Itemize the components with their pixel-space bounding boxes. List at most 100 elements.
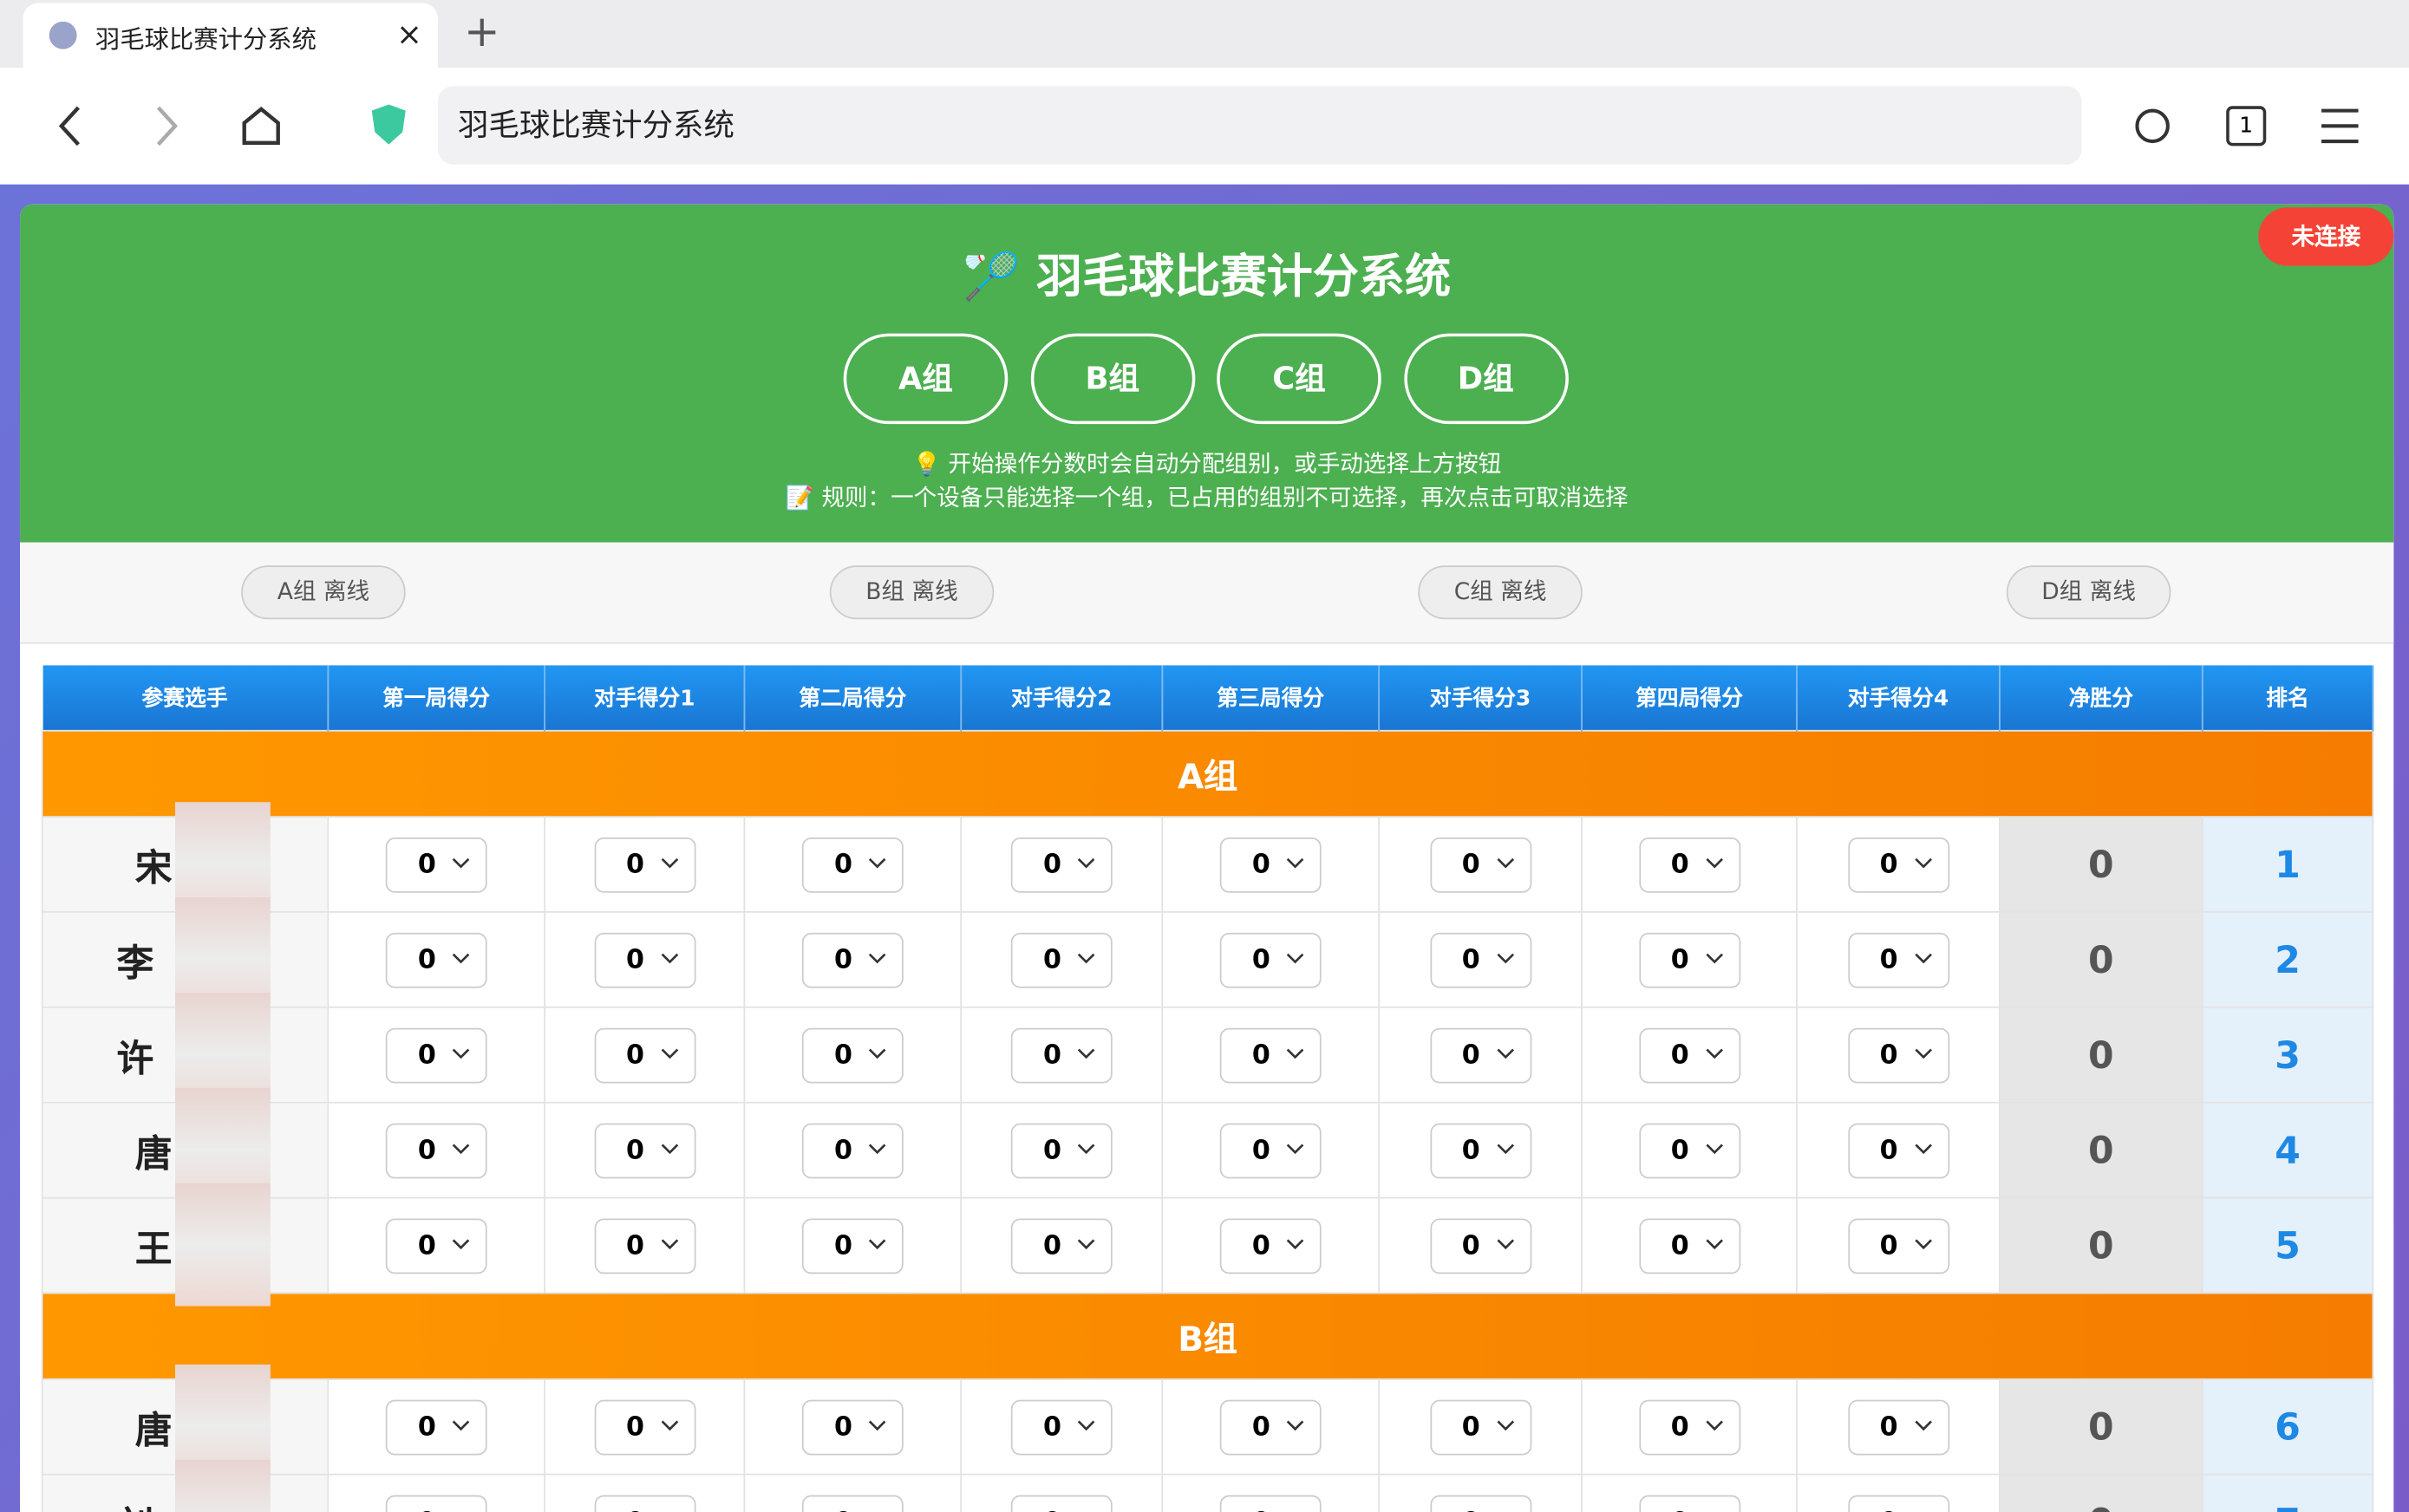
- chevron: [660, 1419, 678, 1431]
- tab-close[interactable]: ×: [396, 15, 422, 53]
- player-name: 唐: [134, 1409, 173, 1452]
- score-select[interactable]: 0: [1429, 1217, 1531, 1274]
- score-select[interactable]: 0: [1429, 1026, 1531, 1083]
- score-select[interactable]: 0: [1010, 1494, 1113, 1512]
- chevron: [1496, 1238, 1514, 1249]
- score-select[interactable]: 0: [1638, 931, 1740, 987]
- score-select[interactable]: 0: [801, 1217, 904, 1274]
- score-select[interactable]: 0: [593, 1217, 695, 1274]
- score-select[interactable]: 0: [593, 837, 695, 892]
- score-select[interactable]: 0: [385, 837, 487, 892]
- chevron: [1496, 1143, 1514, 1154]
- score-select[interactable]: 0: [1638, 1122, 1740, 1178]
- score-select[interactable]: 0: [1010, 1122, 1113, 1178]
- group-button[interactable]: C组: [1217, 333, 1381, 425]
- score-select[interactable]: 0: [1638, 1494, 1740, 1512]
- chevron: [1914, 952, 1932, 963]
- score-select[interactable]: 0: [801, 931, 904, 987]
- score-value: 0: [1251, 1229, 1270, 1261]
- score-select[interactable]: 0: [1010, 931, 1113, 987]
- score-select[interactable]: 0: [593, 931, 695, 987]
- score-select[interactable]: 0: [385, 1217, 487, 1274]
- forward[interactable]: [151, 105, 181, 148]
- score-select[interactable]: 0: [1010, 1217, 1113, 1274]
- player-name: 许: [116, 1037, 154, 1080]
- score-select[interactable]: 0: [801, 1122, 904, 1178]
- new-tab[interactable]: +: [464, 6, 500, 57]
- home[interactable]: [239, 105, 283, 148]
- score-select[interactable]: 0: [801, 1398, 904, 1455]
- score-select[interactable]: 0: [1219, 1398, 1322, 1455]
- score-select[interactable]: 0: [1638, 837, 1740, 892]
- score-select[interactable]: 0: [1429, 837, 1531, 892]
- score-select[interactable]: 0: [1847, 1217, 1949, 1274]
- score-select[interactable]: 0: [1429, 1122, 1531, 1178]
- score-cell: 0: [1581, 816, 1798, 913]
- score-cell: 0: [1378, 1101, 1583, 1199]
- score-cell: 0: [743, 911, 963, 1008]
- score-select[interactable]: 0: [1219, 1122, 1322, 1178]
- score-cell: 0: [1581, 1101, 1798, 1199]
- menu[interactable]: [2320, 108, 2360, 145]
- score-select[interactable]: 0: [1847, 1026, 1949, 1083]
- score-value: 0: [1042, 1411, 1061, 1443]
- score-value: 0: [1042, 1040, 1061, 1071]
- score-select[interactable]: 0: [1219, 1494, 1322, 1512]
- score-select[interactable]: 0: [1847, 1494, 1949, 1512]
- score-cell: 0: [1796, 911, 2001, 1008]
- score-select[interactable]: 0: [385, 1122, 487, 1178]
- score-select[interactable]: 0: [1847, 1122, 1949, 1178]
- score-select[interactable]: 0: [593, 1026, 695, 1083]
- score-select[interactable]: 0: [593, 1398, 695, 1455]
- score-select[interactable]: 0: [1847, 837, 1949, 892]
- score-select[interactable]: 0: [385, 931, 487, 987]
- score-select[interactable]: 0: [385, 1026, 487, 1083]
- shield[interactable]: [369, 101, 408, 147]
- score-value: 0: [1670, 1040, 1689, 1071]
- score-cell: 0: [743, 1006, 963, 1104]
- score-select[interactable]: 0: [801, 1026, 904, 1083]
- score-select[interactable]: 0: [1219, 837, 1322, 892]
- tip: 💡 开始操作分数时会自动分配组别，或手动选择上方按钮: [911, 450, 1502, 479]
- score-select[interactable]: 0: [1219, 1026, 1322, 1083]
- score-select[interactable]: 0: [1010, 1398, 1113, 1455]
- player-cell: 唐: [41, 1364, 330, 1488]
- score-select[interactable]: 0: [1638, 1398, 1740, 1455]
- score-select[interactable]: 0: [801, 1494, 904, 1512]
- score-select[interactable]: 0: [1638, 1026, 1740, 1083]
- score-select[interactable]: 0: [1847, 931, 1949, 987]
- reload[interactable]: [2132, 106, 2172, 146]
- score-select[interactable]: 0: [1638, 1217, 1740, 1274]
- tab-count[interactable]: 1: [2226, 106, 2267, 147]
- address-bar[interactable]: 羽毛球比赛计分系统: [437, 86, 2082, 165]
- score-select[interactable]: 0: [1219, 931, 1322, 987]
- score-select[interactable]: 0: [1219, 1217, 1322, 1274]
- score-select[interactable]: 0: [1429, 1398, 1531, 1455]
- score-select[interactable]: 0: [1429, 931, 1531, 987]
- group-button[interactable]: A组: [843, 333, 1009, 425]
- score-value: 0: [834, 1040, 853, 1071]
- score-select[interactable]: 0: [593, 1122, 695, 1178]
- score-select[interactable]: 0: [1010, 837, 1113, 892]
- tab[interactable]: 羽毛球比赛计分系统 ×: [23, 3, 438, 68]
- score-select[interactable]: 0: [385, 1494, 487, 1512]
- group-button[interactable]: B组: [1029, 333, 1195, 425]
- score-select[interactable]: 0: [1429, 1494, 1531, 1512]
- tip: 📝 规则：一个设备只能选择一个组，已占用的组别不可选择，再次点击可取消选择: [785, 484, 1629, 512]
- score-select[interactable]: 0: [385, 1398, 487, 1455]
- score-select[interactable]: 0: [1010, 1026, 1113, 1083]
- group-button[interactable]: D组: [1403, 333, 1569, 425]
- chevron: [1705, 1238, 1723, 1249]
- score-select[interactable]: 0: [1847, 1398, 1949, 1455]
- score-value: 0: [1879, 1134, 1898, 1166]
- tab-bar: 羽毛球比赛计分系统 × +: [0, 0, 2409, 68]
- score-select[interactable]: 0: [593, 1494, 695, 1512]
- back[interactable]: [55, 105, 86, 148]
- score-select[interactable]: 0: [801, 837, 904, 892]
- player-name: 唐: [134, 1132, 173, 1176]
- chevron: [1705, 1419, 1723, 1431]
- score-value: 0: [1461, 1134, 1480, 1166]
- player-name: 宋: [134, 846, 173, 890]
- chevron: [1914, 857, 1932, 868]
